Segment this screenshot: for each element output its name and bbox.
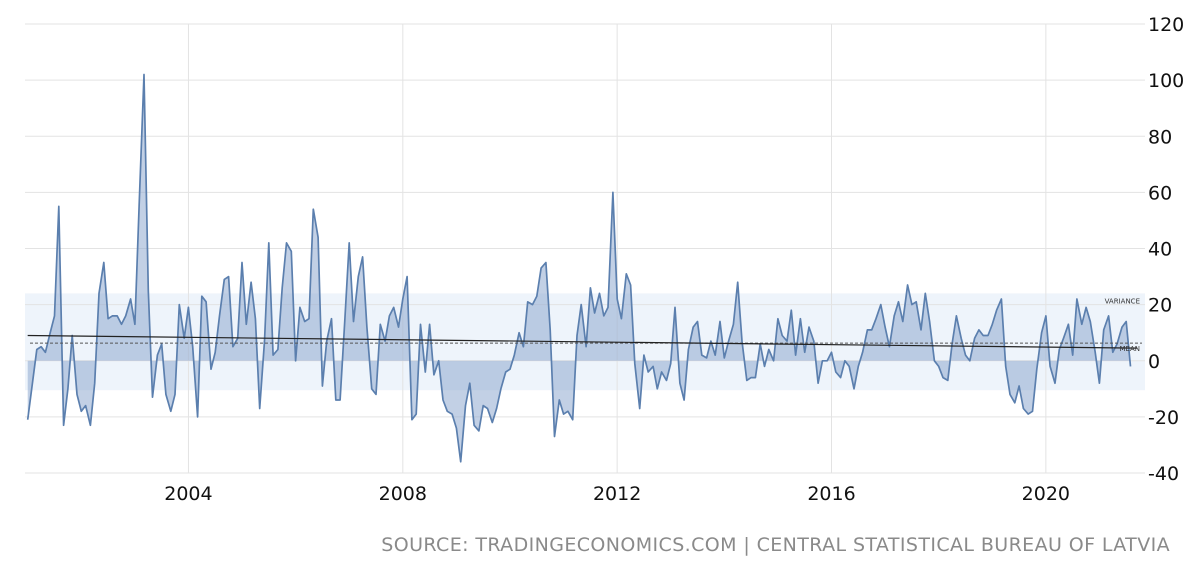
series-line: [26, 73, 1132, 463]
x-tick-label: 2004: [164, 483, 212, 505]
tick-labels-layer: -40 -20 0 20 40 60 80 100 120 2004 2008 2012 2016 202…: [164, 14, 1184, 505]
series-line-layer: [26, 73, 1132, 463]
x-tick-label: 2020: [1022, 483, 1070, 505]
area-fill-layer: [27, 74, 1131, 462]
x-tick-label: 2012: [593, 483, 641, 505]
gridlines: [25, 23, 1145, 474]
y-tick-label: 100: [1148, 70, 1184, 92]
y-tick-label: 80: [1148, 126, 1172, 148]
y-tick-label: -40: [1148, 463, 1179, 485]
trend-line: [27, 334, 1137, 349]
series-area: [27, 74, 1131, 462]
y-tick-label: 0: [1148, 351, 1160, 373]
y-tick-label: 120: [1148, 14, 1184, 36]
source-caption: SOURCE: TRADINGECONOMICS.COM | CENTRAL S…: [381, 534, 1170, 556]
variance-label: VARIANCE: [1105, 297, 1140, 305]
reference-lines-layer: [27, 334, 1142, 349]
x-tick-label: 2016: [807, 483, 855, 505]
mean-label: MEAN: [1120, 345, 1141, 353]
y-tick-label: -20: [1148, 407, 1179, 429]
y-tick-label: 40: [1148, 239, 1172, 261]
x-tick-label: 2008: [379, 483, 427, 505]
y-tick-label: 20: [1148, 295, 1172, 317]
y-tick-label: 60: [1148, 182, 1172, 204]
